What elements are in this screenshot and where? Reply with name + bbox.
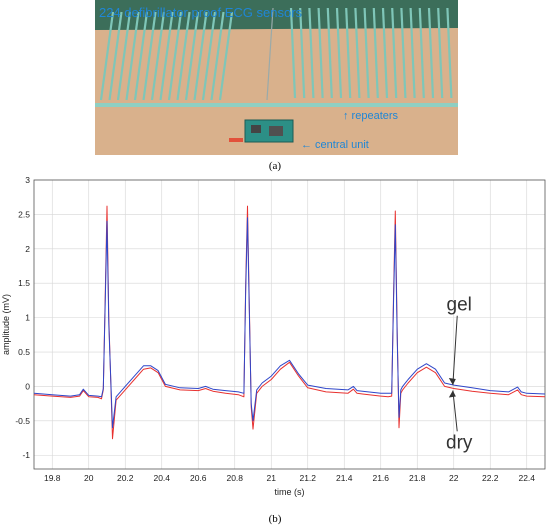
sensor-strip bbox=[289, 7, 297, 99]
series-line-1 bbox=[33, 217, 546, 429]
sensor-strip bbox=[437, 7, 444, 99]
y-axis-title: amplitude (mV) bbox=[1, 294, 11, 355]
sensor-strip bbox=[159, 11, 174, 101]
plot-frame bbox=[33, 179, 546, 470]
x-tick-label: 20 bbox=[84, 473, 94, 483]
center-cable bbox=[266, 7, 274, 101]
x-tick-label: 21.4 bbox=[336, 473, 353, 483]
sensor-strip bbox=[133, 11, 149, 101]
annotation-label-dry: dry bbox=[446, 432, 473, 453]
sensor-array-photo: 224 defibrillator proof ECG sensors ↑ re… bbox=[95, 0, 458, 155]
sensor-strip bbox=[210, 11, 225, 101]
sensor-strip bbox=[299, 7, 306, 99]
x-tick-label: 20.8 bbox=[226, 473, 243, 483]
x-tick-label: 22.4 bbox=[518, 473, 535, 483]
sensor-strip bbox=[418, 7, 425, 99]
series-layer bbox=[33, 205, 546, 440]
central-unit-label: ← central unit bbox=[301, 139, 369, 151]
x-tick-label: 22 bbox=[449, 473, 459, 483]
sensor-strip bbox=[409, 7, 416, 99]
x-tick-label: 20.6 bbox=[190, 473, 207, 483]
y-tick-label: 0 bbox=[25, 381, 30, 391]
x-tick-label: 21.6 bbox=[372, 473, 389, 483]
chart-background bbox=[0, 172, 550, 512]
sensor-strips bbox=[99, 7, 453, 101]
y-tick-label: 2 bbox=[25, 244, 30, 254]
x-tick-label: 20.4 bbox=[153, 473, 170, 483]
sensor-strip bbox=[345, 7, 352, 99]
y-tick-label: 3 bbox=[25, 175, 30, 185]
x-tick-label: 19.8 bbox=[44, 473, 61, 483]
sensor-strip bbox=[326, 7, 333, 99]
x-tick-label: 21.2 bbox=[299, 473, 316, 483]
caption-a: (a) bbox=[268, 160, 282, 172]
repeaters-label: ↑ repeaters bbox=[343, 110, 399, 122]
sensor-strip bbox=[446, 7, 453, 99]
x-tick-label: 21.8 bbox=[409, 473, 426, 483]
arrowhead-icon bbox=[448, 378, 456, 386]
sensor-strip bbox=[108, 11, 123, 101]
bus-cable bbox=[95, 103, 458, 107]
sensor-strip bbox=[218, 11, 234, 101]
sensor-strip bbox=[354, 7, 361, 99]
sensor-strip bbox=[381, 7, 389, 99]
y-tick-label: 2.5 bbox=[18, 209, 30, 219]
arrowhead-icon bbox=[448, 390, 456, 398]
connector-icon bbox=[229, 138, 243, 142]
sensor-strip bbox=[150, 11, 166, 101]
sensor-strip bbox=[427, 7, 435, 99]
sensor-strip bbox=[184, 11, 200, 101]
sensor-strip bbox=[391, 7, 398, 99]
y-tick-label: 1 bbox=[25, 313, 30, 323]
sensor-strip bbox=[400, 7, 407, 99]
sensor-strip bbox=[201, 11, 217, 101]
sensor-strip bbox=[142, 11, 157, 101]
annotations: gel dry bbox=[446, 295, 473, 454]
photo-title-label: 224 defibrillator proof ECG sensors bbox=[99, 5, 303, 20]
chip-icon bbox=[251, 125, 261, 133]
sensor-strip bbox=[116, 11, 132, 101]
y-tick-label: 0.5 bbox=[18, 347, 30, 357]
x-axis-title: time (s) bbox=[275, 487, 305, 497]
dry-arrow bbox=[452, 390, 458, 432]
sensor-strip bbox=[125, 11, 140, 101]
annotation-label-gel: gel bbox=[447, 295, 472, 316]
sensor-strip bbox=[99, 11, 115, 101]
x-tick-label: 22.2 bbox=[482, 473, 499, 483]
x-tick-label: 20.2 bbox=[117, 473, 134, 483]
tick-labels: 19.8 20 20.2 20.4 20.6 20.8 21 21.2 21.4 21.6 21.8… bbox=[15, 175, 535, 483]
sensor-strip bbox=[176, 11, 191, 101]
chip-icon bbox=[269, 126, 283, 136]
y-tick-label: -1 bbox=[22, 450, 30, 460]
y-tick-label: -0.5 bbox=[15, 416, 30, 426]
y-tick-label: 1.5 bbox=[18, 278, 30, 288]
ecg-chart: 19.8 20 20.2 20.4 20.6 20.8 21 21.2 21.4 21.6 21.8… bbox=[0, 172, 550, 512]
sensor-strip bbox=[335, 7, 343, 99]
caption-b: (b) bbox=[268, 513, 282, 525]
sensor-strip bbox=[193, 11, 208, 101]
x-tick-label: 21 bbox=[267, 473, 277, 483]
sensor-strip bbox=[308, 7, 315, 99]
sensor-strip bbox=[167, 11, 183, 101]
sensor-strip bbox=[317, 7, 324, 99]
sensor-strip bbox=[363, 7, 370, 99]
gel-arrow bbox=[452, 315, 458, 386]
sensor-strip bbox=[372, 7, 379, 99]
